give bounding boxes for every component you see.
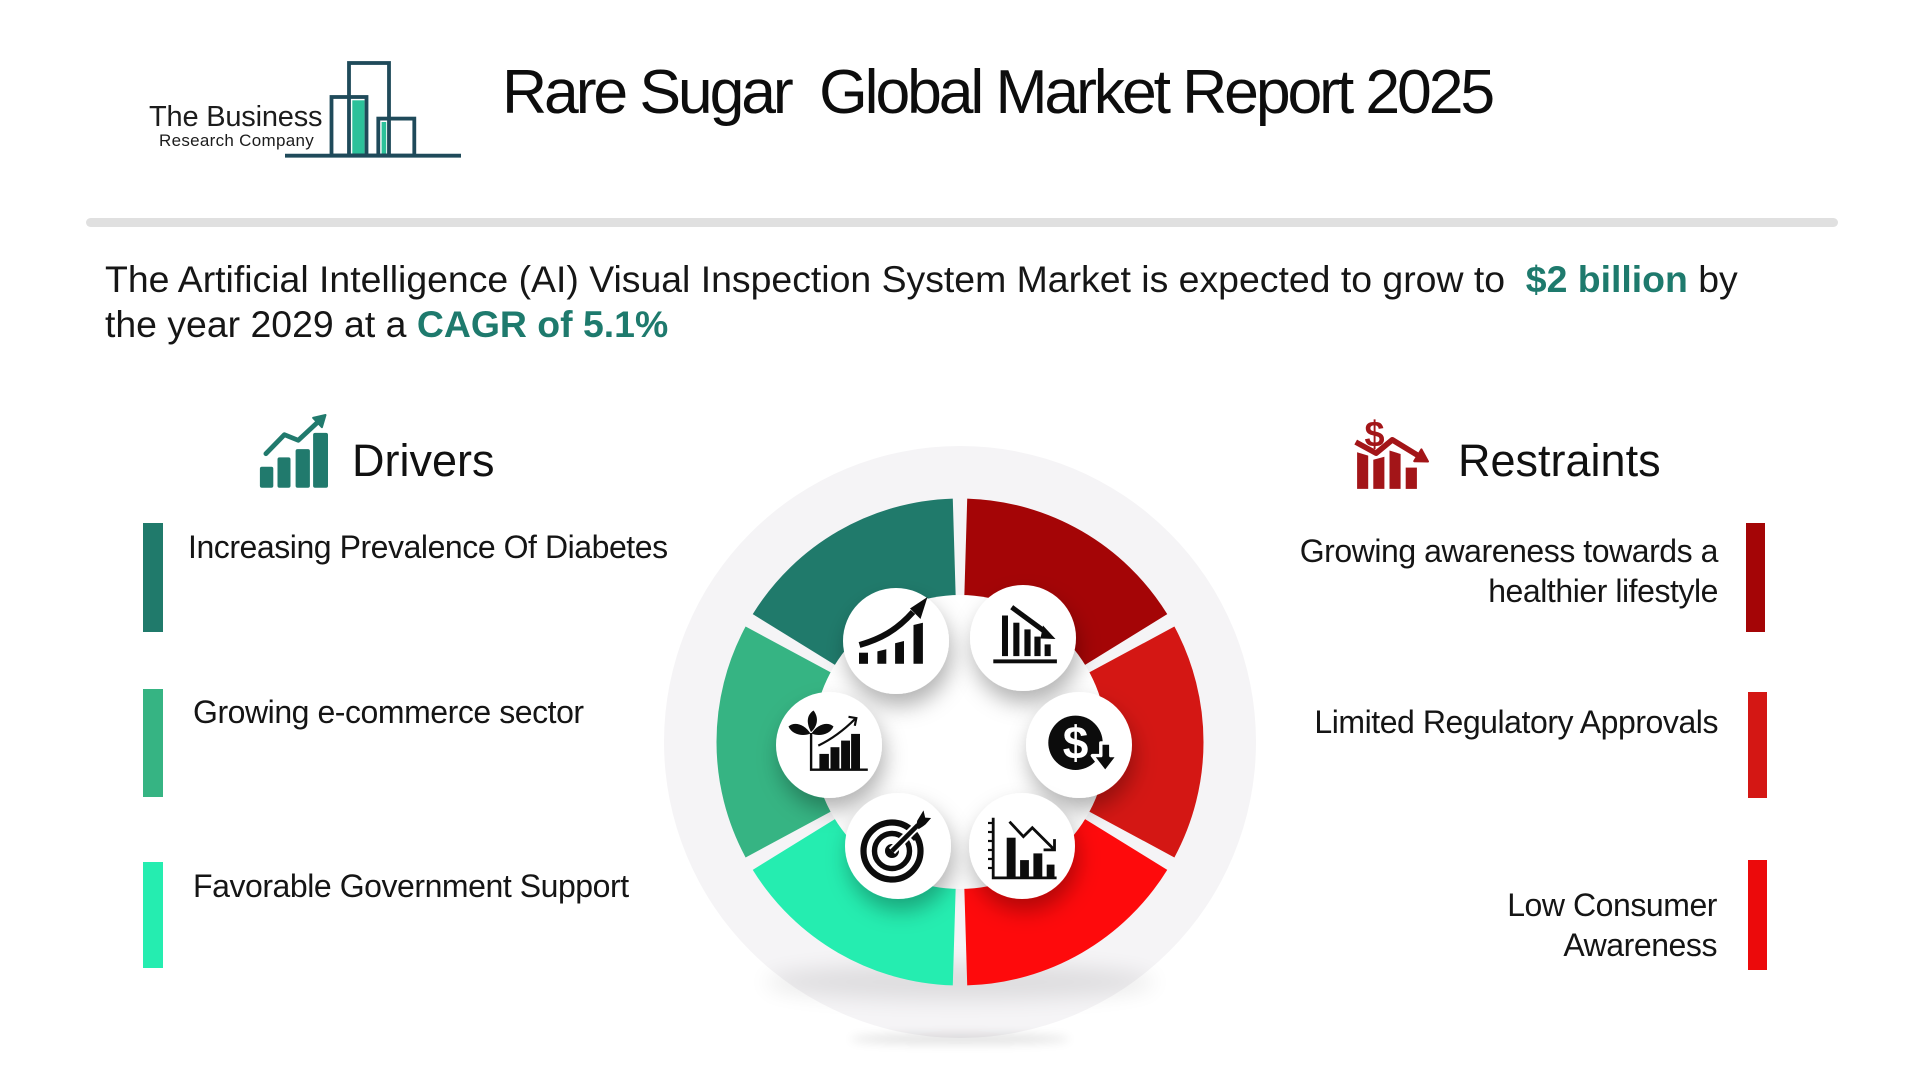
svg-text:$: $ <box>1063 717 1089 769</box>
svg-text:$: $ <box>1364 414 1384 455</box>
